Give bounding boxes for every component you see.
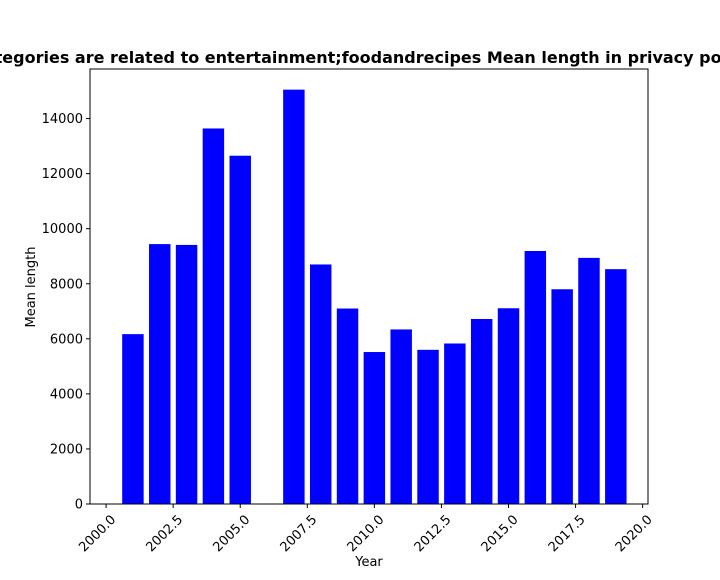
bar-2014 xyxy=(470,318,493,504)
bar-2017 xyxy=(551,289,573,504)
y-axis-label: Mean length xyxy=(24,247,39,328)
bar-2007 xyxy=(283,89,305,505)
bar-2001 xyxy=(122,334,144,504)
x-tick-label: 2000.0 xyxy=(76,512,119,555)
bar-2013 xyxy=(444,343,466,504)
bar-2009 xyxy=(336,308,359,504)
bar-2002 xyxy=(149,244,171,504)
bar-2008 xyxy=(309,264,332,504)
bar-2016 xyxy=(524,250,547,504)
chart-title: Categories are related to entertainment;… xyxy=(0,48,720,67)
y-tick-label: 4000 xyxy=(50,387,83,402)
x-tick-label: 2015.0 xyxy=(479,512,522,555)
y-tick-label: 10000 xyxy=(42,222,83,237)
x-tick-label: 2002.5 xyxy=(143,512,186,555)
bar-2012 xyxy=(417,349,439,504)
y-tick-label: 2000 xyxy=(50,442,83,457)
bar-2018 xyxy=(578,257,600,504)
bars-layer xyxy=(122,89,627,505)
y-tick-label: 6000 xyxy=(50,332,83,347)
bar-2005 xyxy=(229,155,251,504)
x-tick-label: 2020.0 xyxy=(613,512,656,555)
bar-2011 xyxy=(390,329,412,504)
y-tick-label: 14000 xyxy=(42,112,83,127)
y-tick-label: 0 xyxy=(75,498,83,513)
bar-2015 xyxy=(497,308,520,504)
bar-2004 xyxy=(202,128,225,504)
y-tick-label: 8000 xyxy=(50,277,83,292)
x-tick-label: 2012.5 xyxy=(412,512,455,555)
x-tick-label: 2017.5 xyxy=(546,512,589,555)
bar-2019 xyxy=(605,269,627,504)
y-axis-ticks: 0 2000 4000 6000 8000 10000 12000 14000 xyxy=(42,112,90,513)
y-tick-label: 12000 xyxy=(42,167,83,182)
x-axis-ticks: 2000.0 2002.5 2005.0 2007.5 2010.0 2012.5 2015… xyxy=(76,504,656,555)
x-axis-label: Year xyxy=(354,555,383,570)
plot-frame xyxy=(89,68,649,505)
bar-2003 xyxy=(175,244,198,504)
x-tick-label: 2007.5 xyxy=(278,512,321,555)
x-tick-label: 2010.0 xyxy=(345,512,388,555)
x-tick-label: 2005.0 xyxy=(210,512,253,555)
bar-2010 xyxy=(363,352,386,504)
